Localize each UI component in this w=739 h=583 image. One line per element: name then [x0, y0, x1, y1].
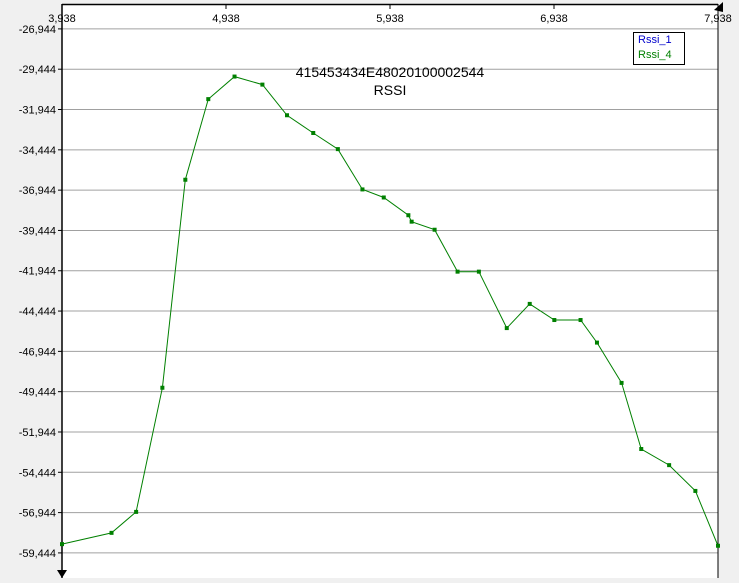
- y-axis-ticks: -26,944 -29,444 -31,944 -34,444 -36,944 -39,4…: [19, 24, 62, 560]
- y-tick-label: -41,944: [19, 266, 56, 278]
- data-point: [232, 74, 237, 79]
- y-tick-label: -51,944: [19, 427, 56, 439]
- x-tick-label: 5,938: [376, 13, 404, 25]
- legend-entry-rssi-4: Rssi_4: [638, 49, 672, 61]
- y-axis-arrow: [57, 570, 67, 578]
- data-point: [639, 447, 644, 452]
- x-axis-ticks: 3,938 4,938 5,938 6,938 7,938: [48, 4, 732, 25]
- data-point: [311, 130, 316, 135]
- data-point: [432, 227, 437, 232]
- data-point: [619, 380, 624, 385]
- legend-entry-rssi-1: Rssi_1: [638, 34, 672, 46]
- y-tick-label: -39,444: [19, 225, 56, 237]
- data-point: [285, 113, 290, 118]
- series-layer: [60, 74, 720, 548]
- data-point: [409, 219, 414, 224]
- y-tick-label: -49,444: [19, 387, 56, 399]
- data-point: [335, 147, 340, 152]
- data-point: [183, 177, 188, 182]
- plot-area: [62, 4, 718, 578]
- x-tick-label: 7,938: [704, 13, 732, 25]
- series-line-rssi-4: [61, 76, 719, 546]
- data-point: [578, 318, 583, 323]
- data-point: [504, 326, 509, 331]
- y-tick-label: -31,944: [19, 105, 56, 117]
- y-tick-label: -36,944: [19, 185, 56, 197]
- data-point: [360, 187, 365, 192]
- data-point: [60, 542, 64, 547]
- y-tick-label: -26,944: [19, 24, 56, 36]
- data-point: [406, 213, 411, 218]
- data-point: [109, 530, 114, 535]
- data-point: [455, 269, 460, 274]
- y-tick-label: -59,444: [19, 548, 56, 560]
- data-point: [381, 195, 386, 200]
- y-tick-label: -44,444: [19, 306, 56, 318]
- data-point: [552, 318, 557, 323]
- chart-subtitle: RSSI: [374, 82, 407, 98]
- data-point: [476, 269, 481, 274]
- x-tick-label: 4,938: [212, 13, 240, 25]
- y-tick-label: -56,944: [19, 508, 56, 520]
- data-point: [667, 463, 672, 468]
- data-point: [134, 509, 139, 514]
- chart-title: 415453434E48020100002544: [296, 64, 485, 80]
- x-tick-label: 6,938: [540, 13, 568, 25]
- y-tick-label: -34,444: [19, 145, 56, 157]
- data-point: [527, 301, 532, 306]
- data-point: [160, 385, 165, 390]
- y-tick-label: -54,444: [19, 467, 56, 479]
- data-point: [693, 488, 698, 493]
- y-tick-label: -46,944: [19, 346, 56, 358]
- data-point: [716, 543, 720, 548]
- chart-legend: Rssi_1 Rssi_4: [633, 32, 685, 65]
- data-point: [594, 340, 599, 345]
- x-tick-label: 3,938: [48, 13, 76, 25]
- data-point: [260, 82, 265, 87]
- y-tick-label: -29,444: [19, 64, 56, 76]
- data-point: [206, 97, 211, 102]
